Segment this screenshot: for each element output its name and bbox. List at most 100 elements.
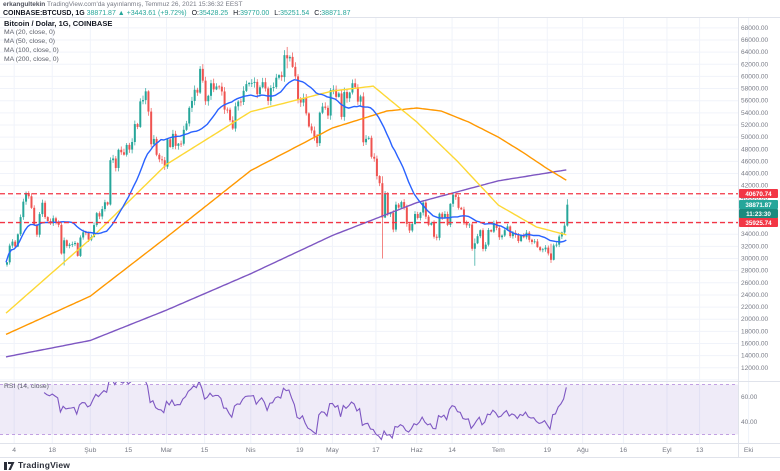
price-axis-label: 18000.00 — [741, 328, 768, 335]
candle-body — [427, 216, 430, 225]
candle-body — [522, 235, 525, 238]
candle-body — [479, 230, 482, 237]
candle-body — [332, 89, 335, 91]
candle-body — [386, 194, 389, 215]
price-axis-label: 46000.00 — [741, 158, 768, 165]
candle-body — [133, 124, 136, 142]
candle-body — [229, 109, 232, 121]
price-axis-label: 52000.00 — [741, 122, 768, 129]
candle-body — [324, 106, 327, 108]
candle-body — [310, 126, 313, 131]
candle-body — [400, 202, 403, 208]
candle-body — [411, 224, 414, 231]
candle-body — [433, 222, 436, 237]
candle-body — [498, 227, 501, 238]
time-axis-label: Tem — [492, 447, 505, 454]
time-axis-label: Ağu — [577, 447, 589, 454]
price-axis-label: 68000.00 — [741, 25, 768, 32]
candle-body — [272, 87, 275, 89]
candle-body — [95, 213, 98, 226]
price-axis-label: 42000.00 — [741, 183, 768, 190]
candle-body — [533, 241, 536, 243]
candle-body — [530, 239, 533, 242]
candle-body — [465, 223, 468, 226]
candle-body — [394, 204, 397, 230]
time-axis-label: Şub — [84, 447, 96, 454]
candle-body — [468, 224, 471, 226]
price-axis-divider — [738, 17, 739, 457]
tradingview-logo-icon[interactable] — [4, 459, 15, 471]
pane-divider[interactable] — [0, 381, 780, 382]
candle-body — [362, 96, 365, 143]
candle-body — [14, 241, 17, 247]
price-axis-label: 16000.00 — [741, 341, 768, 348]
countdown-badge: 11:23:30 — [739, 209, 778, 219]
candle-body — [408, 223, 411, 231]
candle-body — [536, 241, 539, 248]
close-label: C: — [314, 10, 322, 17]
ma200-line — [5, 169, 567, 358]
candle-body — [351, 83, 354, 93]
candle-body — [555, 244, 558, 246]
candle-body — [163, 160, 166, 167]
candle-body — [321, 106, 324, 113]
price-axis-label: 44000.00 — [741, 171, 768, 178]
rsi-axis-label: 40.00 — [741, 419, 758, 426]
candle-body — [6, 262, 8, 265]
chart-legend: Bitcoin / Dolar, 1G, COINBASE MA (20, cl… — [4, 19, 112, 64]
candle-body — [452, 194, 455, 204]
legend-ma200[interactable]: MA (200, close, 0) — [4, 56, 59, 63]
candle-body — [185, 123, 188, 130]
candle-body — [269, 88, 272, 101]
legend-ma20[interactable]: MA (20, close, 0) — [4, 29, 55, 36]
candle-body — [103, 202, 106, 210]
candle-body — [16, 234, 19, 247]
candle-body — [392, 212, 395, 230]
candle-body — [299, 99, 302, 103]
candle-body — [131, 141, 134, 150]
candle-body — [264, 82, 267, 89]
tradingview-wordmark[interactable]: TradingView — [18, 460, 71, 470]
candle-body — [384, 194, 387, 218]
time-axis-label: 19 — [296, 447, 304, 454]
rsi-legend[interactable]: RSI (14, close) — [4, 383, 49, 390]
candle-body — [144, 91, 147, 101]
open-value: 35428.25 — [198, 10, 229, 17]
legend-ma50[interactable]: MA (50, close, 0) — [4, 38, 55, 45]
time-axis-label: Mar — [161, 447, 173, 454]
symbol-label[interactable]: COINBASE:BTCUSD, 1G — [3, 10, 85, 17]
time-axis-label: 13 — [696, 447, 704, 454]
candle-body — [84, 232, 87, 234]
candle-body — [550, 253, 552, 260]
legend-ma100[interactable]: MA (100, close, 0) — [4, 47, 59, 54]
time-axis[interactable]: 4 18 Şub 15 Mar 15 Nis 19 May 17 Haz 14 Tem 19 Ağu 16 Ey… — [12, 447, 753, 454]
candle-body — [245, 84, 248, 91]
candle-body — [177, 143, 180, 146]
price-axis-label: 32000.00 — [741, 243, 768, 250]
candle-body — [381, 183, 384, 218]
candle-body — [114, 158, 117, 168]
header-divider — [0, 17, 780, 18]
candle-body — [506, 226, 509, 231]
candle-body — [329, 90, 332, 116]
candle-body — [136, 124, 139, 127]
candle-body — [210, 83, 212, 96]
candle-body — [180, 143, 183, 145]
candle-body — [492, 223, 495, 232]
candle-body — [484, 244, 487, 249]
high-value: 39770.00 — [240, 10, 270, 17]
candle-body — [237, 101, 240, 107]
candle-body — [370, 137, 373, 157]
time-axis-label: Nis — [246, 447, 256, 454]
time-axis-label: 17 — [372, 447, 380, 454]
candle-body — [430, 222, 433, 225]
price-axis[interactable]: 12000.00 14000.00 16000.00 18000.00 20000.00… — [741, 25, 768, 426]
candle-body — [169, 139, 172, 147]
legend-symbol-title[interactable]: Bitcoin / Dolar, 1G, COINBASE — [4, 19, 113, 28]
candle-body — [25, 192, 28, 202]
candle-body — [471, 224, 474, 249]
author-link[interactable]: erkangultekin — [3, 1, 46, 8]
price-axis-label: 22000.00 — [741, 304, 768, 311]
last-price: 38871.87 — [86, 10, 116, 17]
